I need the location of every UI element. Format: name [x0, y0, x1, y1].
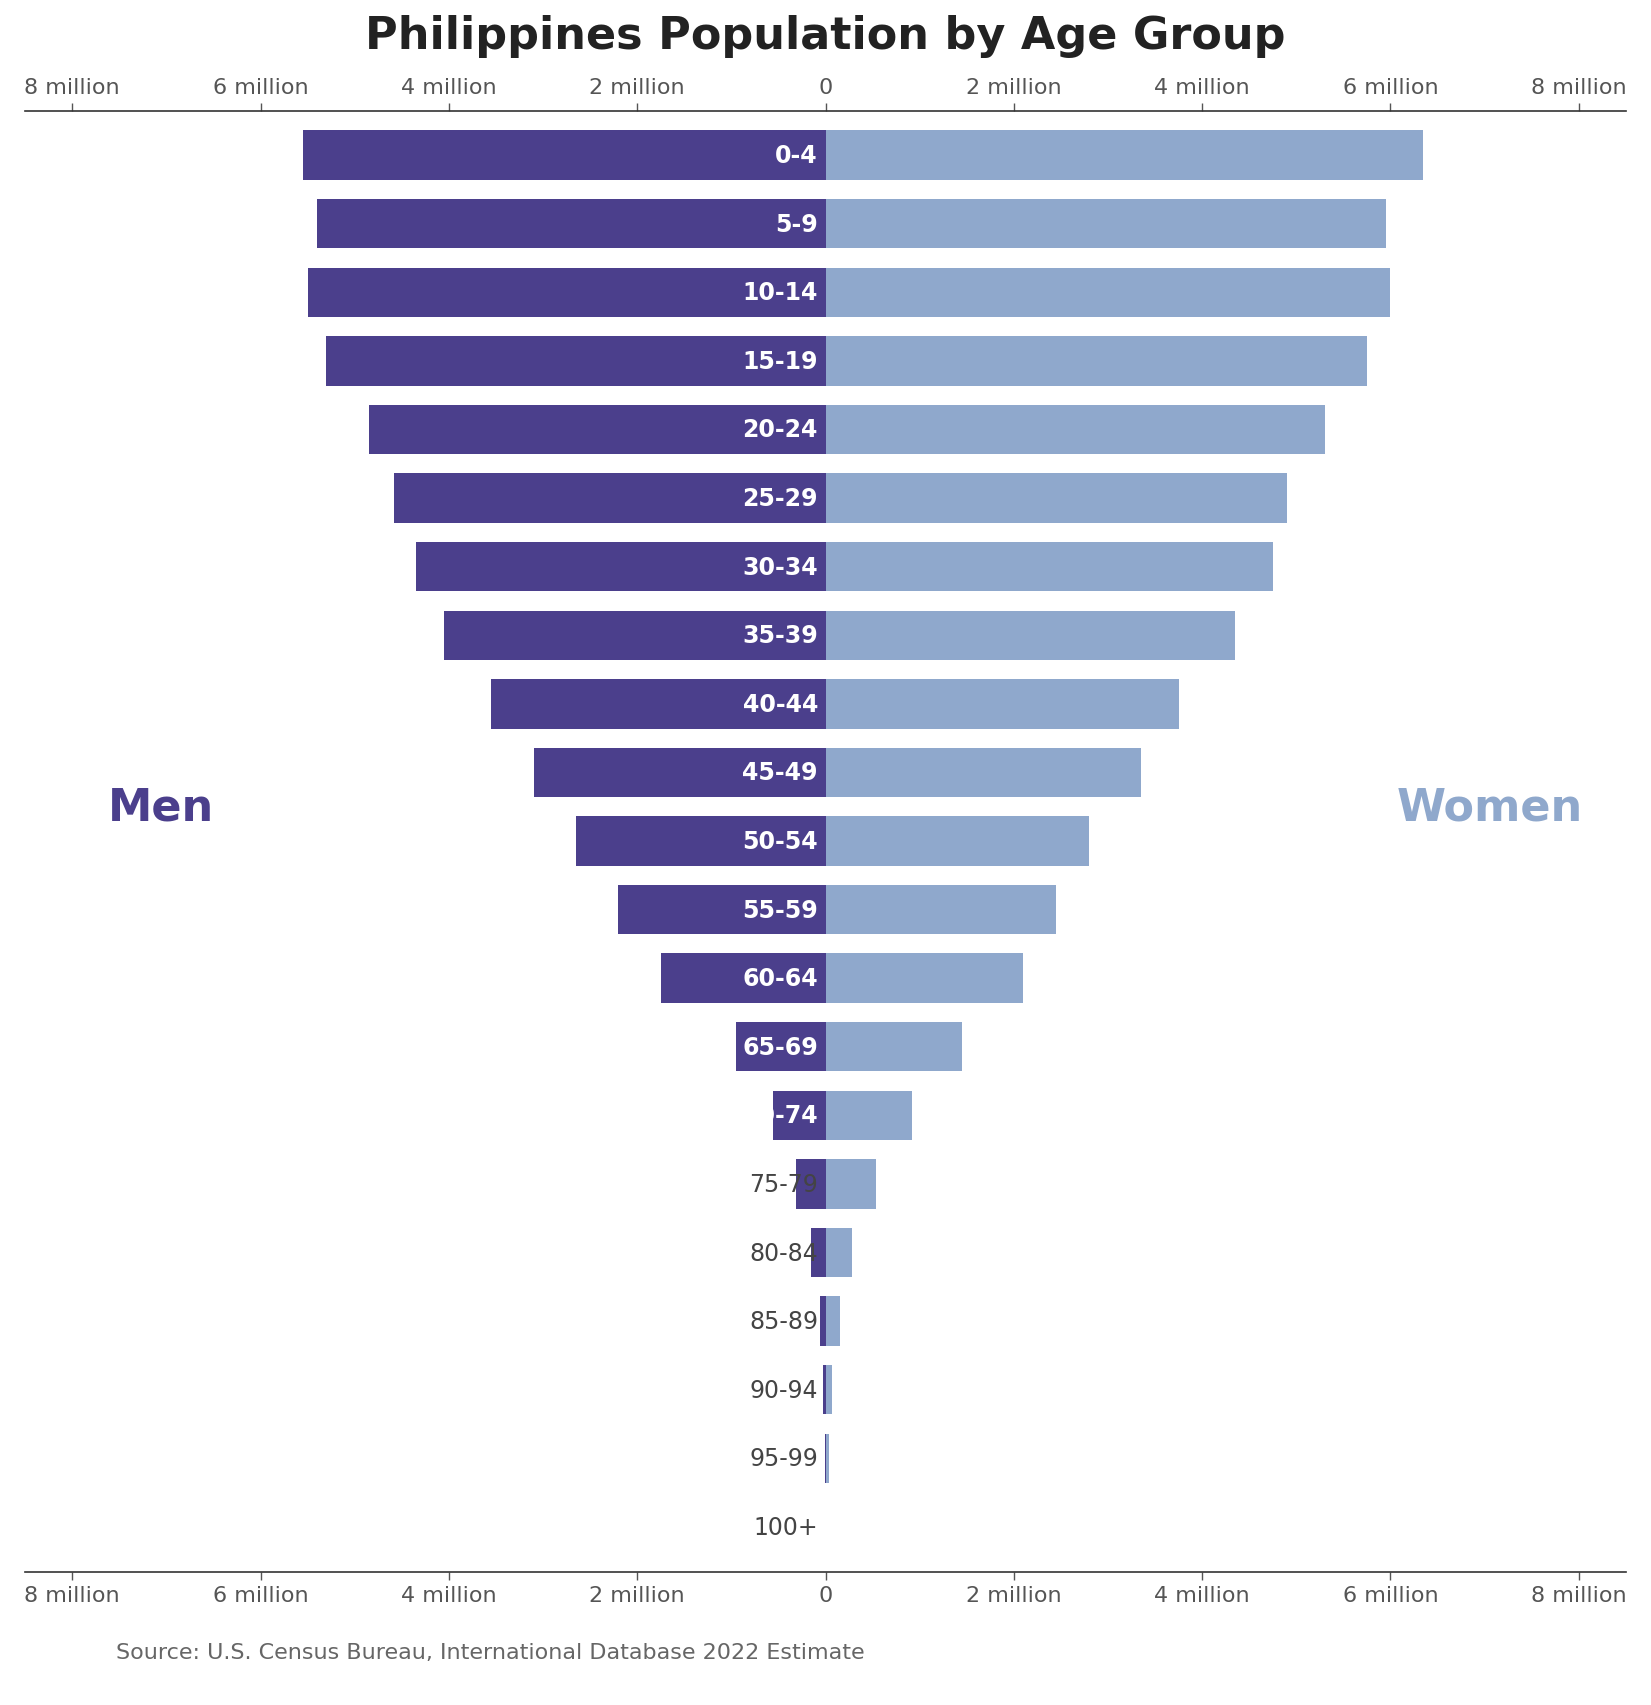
Bar: [302, 131, 826, 181]
Bar: [826, 680, 1179, 730]
Bar: [826, 338, 1367, 387]
Text: 45-49: 45-49: [743, 760, 817, 784]
Text: 35-39: 35-39: [743, 624, 817, 648]
Text: 75-79: 75-79: [750, 1173, 817, 1197]
Bar: [619, 885, 826, 934]
Bar: [826, 1366, 832, 1415]
Bar: [826, 406, 1324, 455]
Bar: [826, 474, 1286, 523]
Text: Women: Women: [1397, 786, 1583, 829]
Text: 0-4: 0-4: [776, 143, 817, 169]
Bar: [826, 748, 1141, 798]
Text: 25-29: 25-29: [743, 486, 817, 512]
Bar: [826, 953, 1024, 1003]
Text: Source: U.S. Census Bureau, International Database 2022 Estimate: Source: U.S. Census Bureau, Internationa…: [116, 1642, 863, 1662]
Bar: [416, 542, 826, 592]
Bar: [368, 406, 826, 455]
Bar: [826, 885, 1057, 934]
Bar: [821, 1298, 826, 1345]
Text: 95-99: 95-99: [750, 1446, 817, 1470]
Text: 90-94: 90-94: [750, 1378, 817, 1402]
Text: 40-44: 40-44: [743, 692, 817, 716]
Bar: [826, 1159, 877, 1209]
Bar: [533, 748, 826, 798]
Text: 80-84: 80-84: [750, 1241, 817, 1265]
Text: 65-69: 65-69: [743, 1035, 817, 1059]
Bar: [824, 1366, 826, 1415]
Bar: [395, 474, 826, 523]
Bar: [307, 268, 826, 317]
Text: 15-19: 15-19: [743, 350, 817, 373]
Text: 20-24: 20-24: [743, 418, 817, 442]
Bar: [444, 610, 826, 660]
Text: 5-9: 5-9: [776, 213, 817, 237]
Text: 55-59: 55-59: [743, 899, 817, 922]
Bar: [826, 1434, 829, 1483]
Text: 60-64: 60-64: [743, 967, 817, 991]
Text: 50-54: 50-54: [743, 830, 817, 854]
Text: 30-34: 30-34: [743, 556, 817, 580]
Bar: [796, 1159, 826, 1209]
Bar: [811, 1228, 826, 1277]
Bar: [826, 1298, 840, 1345]
Bar: [492, 680, 826, 730]
Bar: [826, 1023, 963, 1072]
Bar: [576, 817, 826, 866]
Bar: [826, 199, 1385, 249]
Bar: [327, 338, 826, 387]
Bar: [826, 131, 1423, 181]
Text: 100+: 100+: [753, 1516, 817, 1540]
Bar: [317, 199, 826, 249]
Title: Philippines Population by Age Group: Philippines Population by Age Group: [365, 15, 1286, 58]
Bar: [736, 1023, 826, 1072]
Bar: [660, 953, 826, 1003]
Text: 10-14: 10-14: [743, 281, 817, 305]
Text: 85-89: 85-89: [750, 1309, 817, 1333]
Bar: [826, 268, 1390, 317]
Text: 70-74: 70-74: [743, 1103, 817, 1127]
Text: Men: Men: [107, 786, 215, 829]
Bar: [826, 610, 1235, 660]
Bar: [826, 817, 1090, 866]
Bar: [773, 1091, 826, 1141]
Bar: [826, 1228, 852, 1277]
Bar: [826, 1091, 911, 1141]
Bar: [826, 542, 1273, 592]
